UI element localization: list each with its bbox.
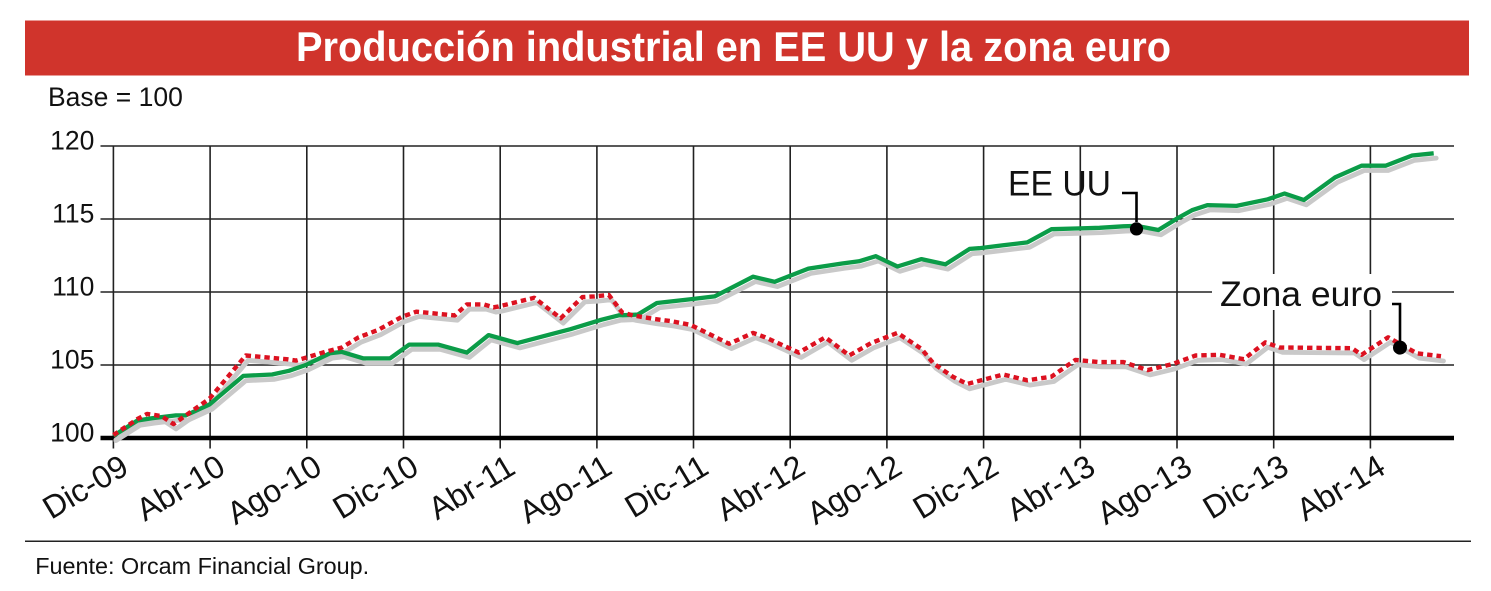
svg-text:105: 105 [50, 345, 94, 375]
svg-text:100: 100 [50, 418, 94, 448]
svg-text:Zona euro: Zona euro [1220, 275, 1382, 314]
svg-text:Fuente: Orcam Financial Group.: Fuente: Orcam Financial Group. [35, 553, 369, 579]
svg-text:EE UU: EE UU [1008, 165, 1111, 204]
svg-text:110: 110 [52, 272, 94, 302]
svg-text:Producción industrial en EE UU: Producción industrial en EE UU y la zona… [296, 23, 1171, 70]
svg-text:120: 120 [50, 126, 94, 156]
svg-text:Base = 100: Base = 100 [48, 82, 183, 112]
svg-text:115: 115 [52, 199, 94, 229]
